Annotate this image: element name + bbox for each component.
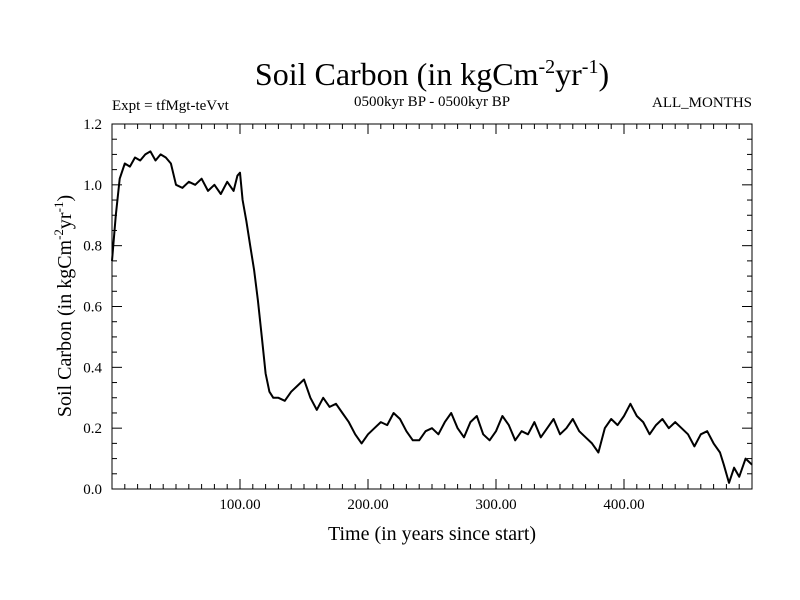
y-tick-label: 0.4: [83, 360, 102, 376]
series-line: [111, 150, 753, 484]
y-tick-label: 1.2: [83, 117, 102, 133]
y-tick-label: 0.2: [83, 421, 102, 437]
y-tick-label: 1.0: [83, 178, 102, 194]
x-axis: 100.00 200.00 300.00 400.00: [124, 124, 740, 513]
x-tick-label: 300.00: [475, 497, 516, 513]
x-axis-label: Time (in years since start): [328, 523, 536, 545]
y-tick-label: 0.0: [83, 482, 102, 498]
y-tick-label: 0.8: [83, 239, 102, 255]
x-tick-label: 400.00: [603, 497, 644, 513]
y-axis-label: Soil Carbon (in kgCm-2yr-1): [51, 195, 76, 417]
x-tick-label: 200.00: [347, 497, 388, 513]
plot-frame: [111, 123, 753, 490]
experiment-label: Expt = tfMgt-teVvt: [112, 98, 230, 114]
months-label: ALL_MONTHS: [652, 95, 752, 111]
y-tick-label: 0.6: [83, 300, 102, 316]
y-axis: 0.0 0.2 0.4 0.6 0.8 1.0 1.2: [83, 117, 752, 498]
chart-title: Soil Carbon (in kgCm-2yr-1): [255, 56, 609, 92]
x-tick-label: 100.00: [219, 497, 260, 513]
period-label: 0500kyr BP - 0500kyr BP: [354, 94, 510, 110]
